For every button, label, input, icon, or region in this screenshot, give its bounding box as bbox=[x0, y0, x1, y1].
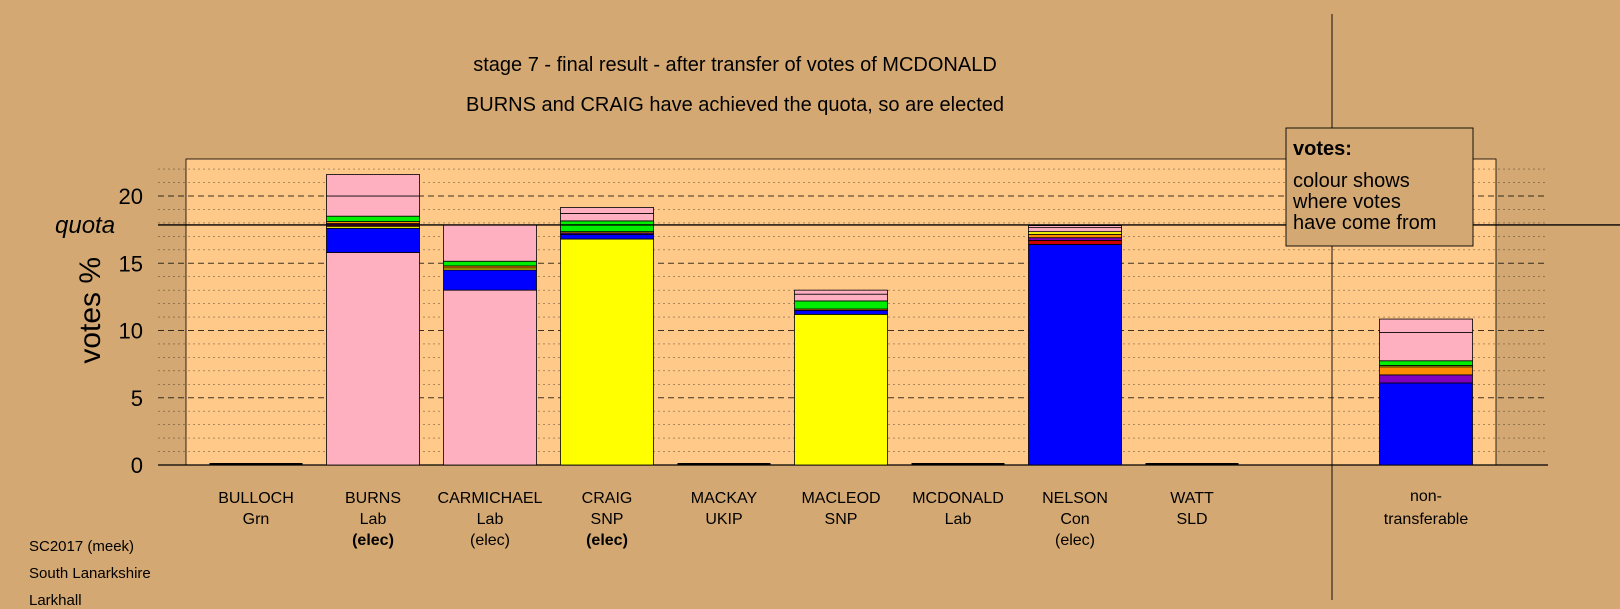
bar-nontransferable-segment bbox=[1379, 374, 1473, 384]
y-tick-label: 15 bbox=[119, 251, 143, 276]
bar-nelson-segment bbox=[1028, 237, 1122, 241]
bar-nontransferable-segment bbox=[1379, 332, 1473, 362]
candidate-name: CRAIG bbox=[582, 490, 633, 507]
bar-nelson-segment bbox=[1028, 239, 1122, 245]
legend-box bbox=[1285, 127, 1474, 247]
legend-title: votes: bbox=[1293, 138, 1352, 160]
bar-nelson-segment bbox=[1028, 227, 1122, 233]
nontransferable-label: transferable bbox=[1384, 511, 1469, 528]
bar-nelson-segment bbox=[1028, 231, 1122, 235]
bar-burns-segment bbox=[326, 215, 420, 222]
candidate-status: (elec) bbox=[352, 532, 394, 549]
nontransferable-label: non- bbox=[1410, 488, 1442, 505]
candidate-name: NELSON bbox=[1042, 490, 1108, 507]
candidate-status: (elec) bbox=[1055, 532, 1095, 549]
bar-burns-segment bbox=[326, 227, 420, 253]
bar-burns-segment bbox=[326, 252, 420, 466]
y-tick-label: 10 bbox=[119, 319, 143, 344]
bar-carmichael-segment bbox=[443, 269, 537, 291]
candidate-party: Con bbox=[1060, 511, 1089, 528]
bar-burns-segment bbox=[326, 174, 420, 197]
bar-burns-segment bbox=[326, 195, 420, 217]
candidate-name: CARMICHAEL bbox=[438, 490, 543, 507]
quota-label: quota bbox=[55, 212, 115, 239]
candidate-party: Lab bbox=[945, 511, 972, 528]
candidate-status: (elec) bbox=[586, 532, 628, 549]
bar-craig-segment bbox=[560, 238, 654, 466]
bar-macleod-segment bbox=[794, 300, 888, 310]
candidate-name: BULLOCH bbox=[218, 490, 294, 507]
footer-ward: Larkhall bbox=[29, 592, 82, 609]
y-tick-label: 0 bbox=[131, 453, 143, 478]
bar-nelson-segment bbox=[1028, 225, 1122, 229]
y-axis-label: votes % bbox=[74, 257, 107, 364]
bar-carmichael-segment bbox=[443, 289, 537, 466]
bar-carmichael-segment bbox=[443, 260, 537, 267]
y-tick-label: 5 bbox=[131, 386, 143, 411]
footer-council: South Lanarkshire bbox=[29, 565, 151, 582]
candidate-name: BURNS bbox=[345, 490, 401, 507]
candidate-party: SLD bbox=[1176, 511, 1207, 528]
candidate-party: Lab bbox=[360, 511, 387, 528]
bar-nontransferable-segment bbox=[1379, 360, 1473, 366]
legend-text: where votes bbox=[1292, 191, 1401, 213]
bar-craig-segment bbox=[560, 213, 654, 222]
bar-nontransferable-segment bbox=[1379, 318, 1473, 333]
candidate-party: SNP bbox=[591, 511, 624, 528]
bar-craig-segment bbox=[560, 233, 654, 240]
bar-macleod-segment bbox=[794, 309, 888, 315]
candidate-name: WATT bbox=[1170, 490, 1214, 507]
footer-election: SC2017 (meek) bbox=[29, 538, 135, 555]
candidate-party: SNP bbox=[825, 511, 858, 528]
chart-title: stage 7 - final result - after transfer … bbox=[473, 54, 997, 76]
bar-craig-segment bbox=[560, 220, 654, 233]
bar-macleod-segment bbox=[794, 289, 888, 295]
candidate-name: MCDONALD bbox=[912, 490, 1004, 507]
legend-text: have come from bbox=[1293, 212, 1436, 234]
bar-nelson-segment bbox=[1028, 244, 1122, 466]
bar-macleod-segment bbox=[794, 313, 888, 466]
candidate-status: (elec) bbox=[470, 532, 510, 549]
candidate-name: MACLEOD bbox=[801, 490, 880, 507]
bar-carmichael-segment bbox=[443, 224, 537, 262]
bar-craig-segment bbox=[560, 207, 654, 214]
bar-nontransferable-segment bbox=[1379, 382, 1473, 466]
legend-text: colour shows bbox=[1293, 170, 1410, 192]
candidate-party: Lab bbox=[477, 511, 504, 528]
candidate-party: Grn bbox=[243, 511, 270, 528]
bar-nontransferable-segment bbox=[1379, 366, 1473, 376]
chart-subtitle: BURNS and CRAIG have achieved the quota,… bbox=[465, 94, 1005, 116]
bar-macleod-segment bbox=[794, 293, 888, 302]
candidate-party: UKIP bbox=[705, 511, 742, 528]
bar-nelson-segment bbox=[1028, 233, 1122, 239]
candidate-name: MACKAY bbox=[691, 490, 758, 507]
y-tick-label: 20 bbox=[119, 184, 143, 209]
